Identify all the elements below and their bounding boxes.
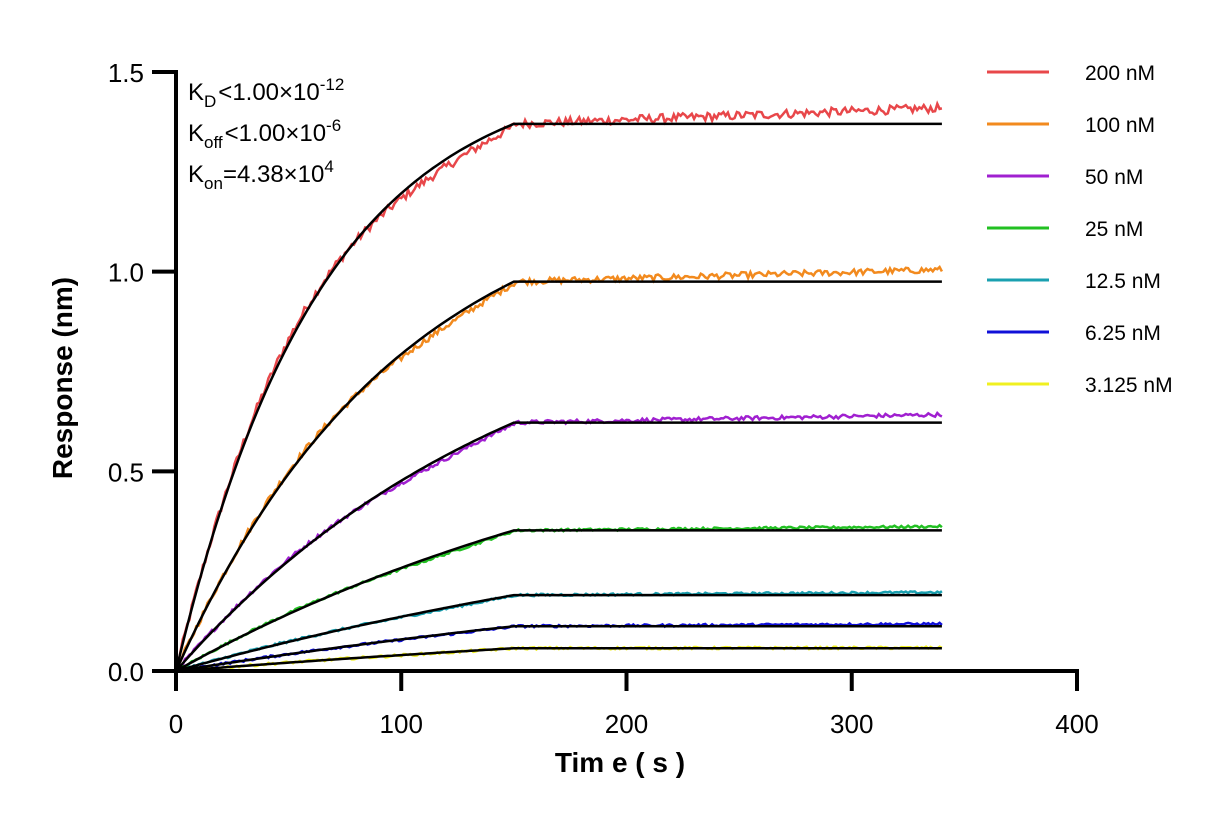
y-tick-label: 1.5 <box>108 58 144 88</box>
x-tick-label: 300 <box>830 709 873 739</box>
axes: 0 100 200 300 400 0.0 0.5 1.0 1.5 <box>108 58 1099 739</box>
kon-annotation: Kon=4.38×104 <box>188 157 334 193</box>
y-ticks: 0.0 0.5 1.0 1.5 <box>108 58 176 687</box>
data-line <box>175 645 943 674</box>
x-ticks: 0 100 200 300 400 <box>169 671 1099 739</box>
x-tick-label: 400 <box>1055 709 1098 739</box>
x-axis-title: Tim e ( s ) <box>555 747 685 778</box>
fit-line <box>174 122 942 672</box>
kd-annotation: KD<1.00×10-12 <box>188 75 344 111</box>
y-axis-title: Response (nm) <box>47 277 78 479</box>
legend-label: 100 nM <box>1085 114 1155 137</box>
fit-curves <box>174 122 942 673</box>
legend-label: 3.125 nM <box>1085 374 1173 397</box>
y-tick-label: 0.0 <box>108 657 144 687</box>
data-line <box>174 100 943 671</box>
data-line <box>175 590 943 672</box>
x-tick-label: 100 <box>380 709 423 739</box>
kinetics-annotations: KD<1.00×10-12 Koff<1.00×10-6 Kon=4.38×10… <box>188 75 344 193</box>
legend-label: 200 nM <box>1085 62 1155 85</box>
x-tick-label: 0 <box>169 709 183 739</box>
fit-line <box>175 646 942 673</box>
fit-line <box>174 280 942 672</box>
data-line <box>175 410 943 672</box>
data-curves <box>174 100 944 675</box>
fit-line <box>175 421 942 672</box>
y-tick-label: 1.0 <box>108 258 144 288</box>
legend-label: 12.5 nM <box>1085 270 1161 293</box>
fit-line <box>175 593 942 673</box>
legend-label: 25 nM <box>1085 218 1143 241</box>
koff-annotation: Koff<1.00×10-6 <box>188 116 341 152</box>
legend-label: 6.25 nM <box>1085 322 1161 345</box>
legend: 200 nM 100 nM 50 nM 25 nM 12.5 nM 6.25 nM 3.12… <box>987 62 1173 397</box>
legend-label: 50 nM <box>1085 166 1143 189</box>
fit-line <box>175 529 942 673</box>
x-tick-label: 200 <box>605 709 648 739</box>
fit-line <box>175 625 942 673</box>
y-tick-label: 0.5 <box>108 457 144 487</box>
